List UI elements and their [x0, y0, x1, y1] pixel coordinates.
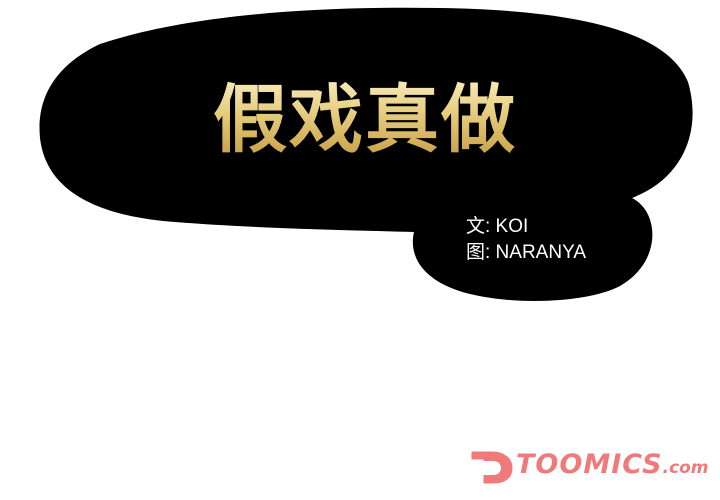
artist-credit: 图: NARANYA — [466, 242, 587, 263]
toomics-watermark: TOOMICS.com — [466, 444, 708, 488]
speech-bubble — [39, 7, 693, 301]
watermark-suffix: .com — [662, 458, 709, 478]
credits-block: 文: KOI 图: NARANYA — [466, 214, 586, 266]
writer-credit: 文: KOI — [466, 216, 529, 237]
watermark-text: TOOMICS.com — [516, 449, 708, 484]
watermark-brand: TOOMICS — [516, 449, 663, 480]
toomics-mark-icon — [468, 448, 516, 487]
comic-title: 假戏真做 — [160, 72, 570, 168]
